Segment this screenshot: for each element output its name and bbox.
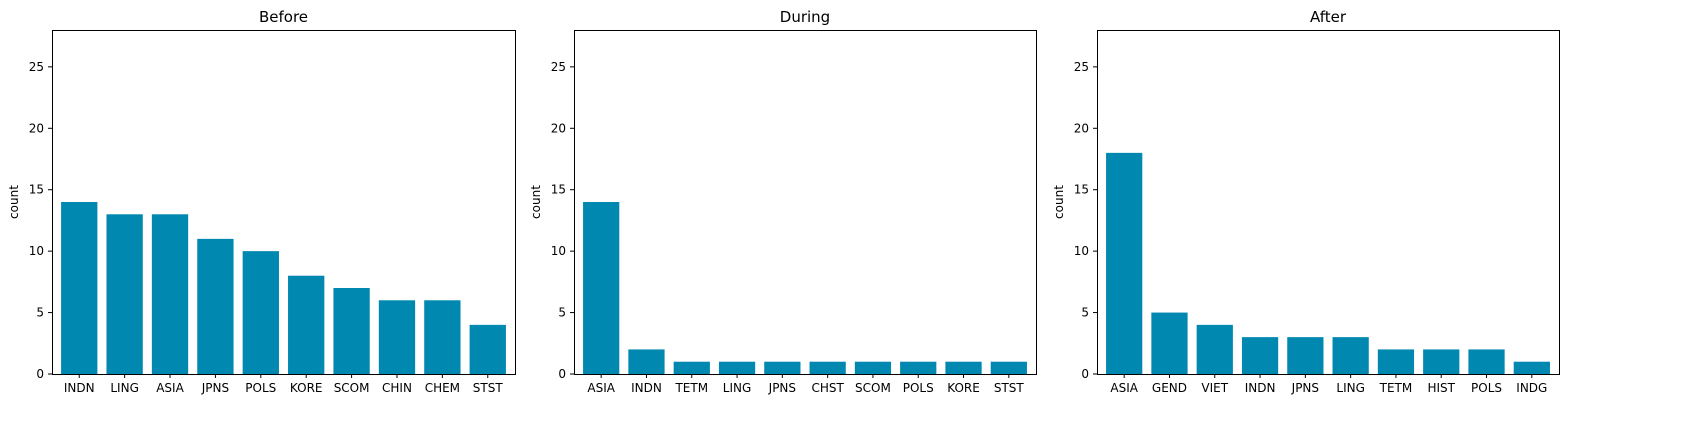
bar-hist [1423,349,1460,374]
x-tick-label: JPNS [768,381,796,395]
y-tick-label: 20 [551,121,566,135]
x-tick-label: GEND [1152,381,1187,395]
bar-gend [1151,312,1188,374]
chart-title: Before [259,8,308,26]
x-tick-label: TETM [674,381,708,395]
y-tick-label: 5 [558,306,566,320]
y-axis-label: count [7,185,21,219]
bar-indg [1513,361,1550,374]
y-tick-label: 5 [1081,306,1089,320]
bar-pols [1468,349,1505,374]
chart-panel-2: ASIA GEND VIET INDN JPNS LING TETM HIST POLS INDG… [1052,8,1560,395]
bar-jpns [197,238,234,374]
x-tick-label: POLS [903,381,934,395]
bar-indn [1241,337,1279,374]
y-tick-label: 25 [1074,60,1089,74]
x-tick-label: HIST [1427,381,1455,395]
x-tick-label: INDN [631,381,662,395]
chart-title: After [1310,8,1347,26]
x-tick-label: JPNS [201,381,229,395]
x-tick-label: LING [723,381,752,395]
bar-chin [378,300,416,374]
bar-jpns [764,361,801,374]
bar-asia [1106,152,1143,374]
x-tick-label: STST [994,381,1025,395]
bar-scom [333,288,370,374]
x-tick-label: KORE [290,381,323,395]
y-tick-label: 25 [29,60,44,74]
axes-frame [1097,30,1560,375]
y-tick-label: 5 [36,306,44,320]
y-axis-label: count [1052,185,1066,219]
y-tick-label: 0 [1081,367,1089,381]
x-tick-label: LING [1336,381,1365,395]
chart-title: During [780,8,830,26]
bar-asia [151,214,189,374]
bar-pols [900,361,937,374]
y-tick-label: 10 [1074,244,1089,258]
chart-panel-1: ASIA INDN TETM LING JPNS CHST SCOM POLS KORE STST… [529,8,1037,395]
y-tick-label: 20 [29,121,44,135]
y-axis-label: count [529,185,543,219]
x-tick-label: LING [110,381,139,395]
chart-panel-0: INDN LING ASIA JPNS POLS KORE SCOM CHIN CHEM STST… [7,8,516,395]
bar-indn [628,349,665,374]
x-tick-label: POLS [1471,381,1502,395]
bar-chst [809,361,846,374]
y-tick-label: 0 [558,367,566,381]
x-tick-label: INDN [1245,381,1276,395]
x-tick-label: POLS [245,381,276,395]
x-tick-label: ASIA [156,381,184,395]
bar-pols [242,251,279,374]
bar-jpns [1287,337,1324,374]
bar-ling [106,214,143,374]
axes-frame [52,30,516,375]
bar-tetm [673,361,710,374]
y-tick-label: 10 [29,244,44,258]
x-tick-label: KORE [947,381,980,395]
y-tick-label: 15 [551,183,566,197]
bar-kore [288,275,325,374]
bar-indn [61,202,98,374]
x-tick-label: JPNS [1291,381,1319,395]
y-tick-label: 25 [551,60,566,74]
x-tick-label: CHIN [382,381,412,395]
bar-ling [718,361,756,374]
bar-asia [583,202,620,374]
y-tick-label: 10 [551,244,566,258]
bar-kore [945,361,982,374]
bar-stst [469,324,506,374]
bar-scom [854,361,892,374]
x-tick-label: SCOM [855,381,891,395]
y-tick-label: 15 [29,183,44,197]
bar-ling [1332,337,1369,374]
y-tick-label: 0 [36,367,44,381]
bar-tetm [1377,349,1415,374]
x-tick-label: INDN [64,381,95,395]
x-tick-label: VIET [1201,381,1228,395]
x-tick-label: ASIA [587,381,615,395]
axes-frame [574,30,1037,375]
x-tick-label: TETM [1379,381,1413,395]
x-tick-label: ASIA [1110,381,1138,395]
bar-chem [424,300,461,374]
y-tick-label: 15 [1074,183,1089,197]
y-tick-label: 20 [1074,121,1089,135]
x-tick-label: INDG [1516,381,1547,395]
x-tick-label: STST [473,381,504,395]
bar-stst [990,361,1027,374]
x-tick-label: SCOM [334,381,370,395]
x-tick-label: CHST [811,381,844,395]
bar-viet [1196,324,1233,374]
x-tick-label: CHEM [425,381,460,395]
